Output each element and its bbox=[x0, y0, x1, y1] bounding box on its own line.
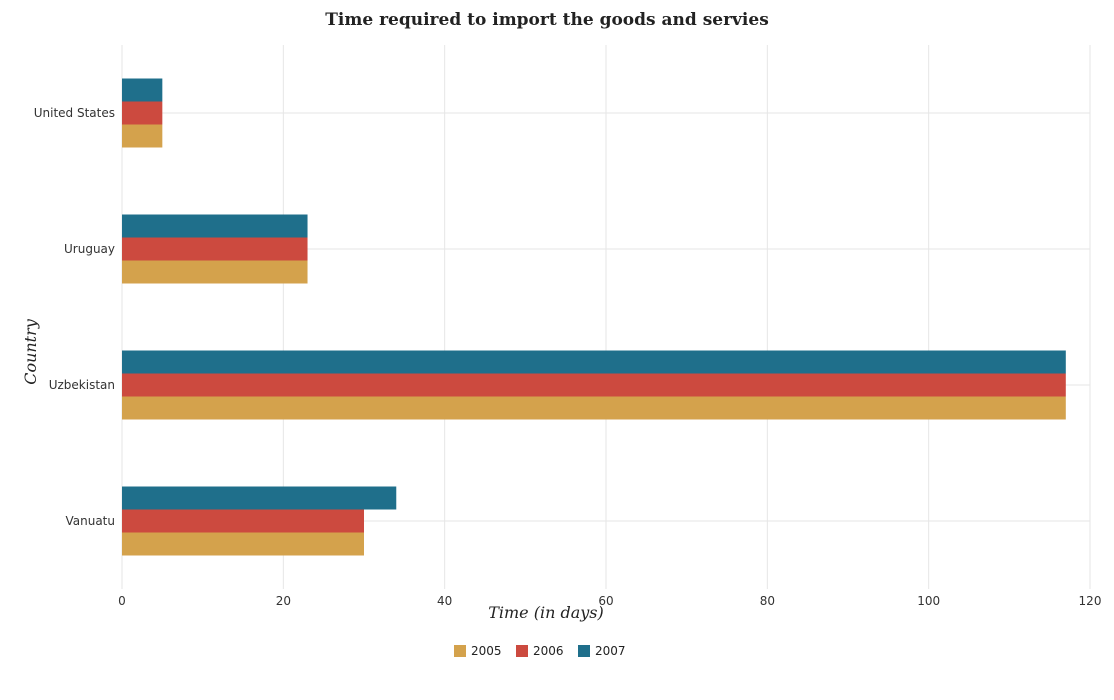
legend-swatch-2006 bbox=[516, 645, 528, 657]
chart-title: Time required to import the goods and se… bbox=[325, 10, 769, 30]
bar-2005-united-states bbox=[122, 124, 163, 148]
bar-2005-vanuatu bbox=[122, 532, 364, 556]
legend-swatch-2005 bbox=[454, 645, 466, 657]
legend-label-2007: 2007 bbox=[595, 644, 626, 658]
y-tick-label: United States bbox=[34, 106, 115, 120]
bar-2007-vanuatu bbox=[122, 486, 397, 510]
x-tick-label: 0 bbox=[118, 594, 126, 608]
x-tick-label: 120 bbox=[1079, 594, 1102, 608]
x-tick-label: 20 bbox=[276, 594, 291, 608]
bar-2007-uzbekistan bbox=[122, 350, 1066, 374]
legend: 2005 2006 2007 bbox=[454, 644, 626, 658]
bar-2007-united-states bbox=[122, 78, 163, 102]
legend-label-2005: 2005 bbox=[471, 644, 502, 658]
x-tick-label: 80 bbox=[760, 594, 775, 608]
x-axis-label: Time (in days) bbox=[488, 603, 604, 622]
x-tick-label: 60 bbox=[598, 594, 613, 608]
legend-swatch-2007 bbox=[578, 645, 590, 657]
legend-label-2006: 2006 bbox=[533, 644, 564, 658]
x-tick-label: 100 bbox=[917, 594, 940, 608]
y-tick-label: Vanuatu bbox=[65, 514, 115, 528]
bar-2005-uzbekistan bbox=[122, 396, 1066, 420]
bar-2006-vanuatu bbox=[122, 509, 364, 533]
bar-2006-united-states bbox=[122, 101, 163, 125]
y-tick-label: Uzbekistan bbox=[49, 378, 115, 392]
bar-2005-uruguay bbox=[122, 260, 308, 284]
bars-layer bbox=[122, 78, 1066, 556]
bar-2007-uruguay bbox=[122, 214, 308, 238]
bar-2006-uruguay bbox=[122, 237, 308, 261]
y-axis-label: Country bbox=[21, 318, 40, 385]
x-tick-label: 40 bbox=[437, 594, 452, 608]
y-tick-label: Uruguay bbox=[64, 242, 115, 256]
bar-2006-uzbekistan bbox=[122, 373, 1066, 397]
y-ticks: United States Uruguay Uzbekistan Vanuatu bbox=[34, 106, 115, 528]
x-ticks: 0 20 40 60 80 100 120 bbox=[118, 594, 1101, 608]
